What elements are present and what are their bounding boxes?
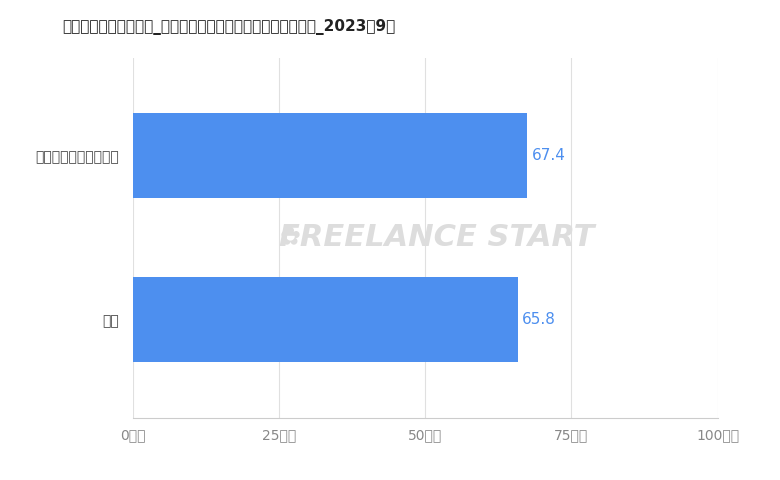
Bar <box>133 113 527 198</box>
Text: 67.4: 67.4 <box>532 148 566 163</box>
Text: フリーランススタート_常駐とリモートワークの月額平均単価_2023年9月: フリーランススタート_常駐とリモートワークの月額平均単価_2023年9月 <box>62 19 395 35</box>
Text: ✿: ✿ <box>280 226 301 250</box>
Text: 65.8: 65.8 <box>523 312 556 327</box>
Text: FREELANCE START: FREELANCE START <box>279 223 594 252</box>
Bar <box>133 277 518 362</box>
